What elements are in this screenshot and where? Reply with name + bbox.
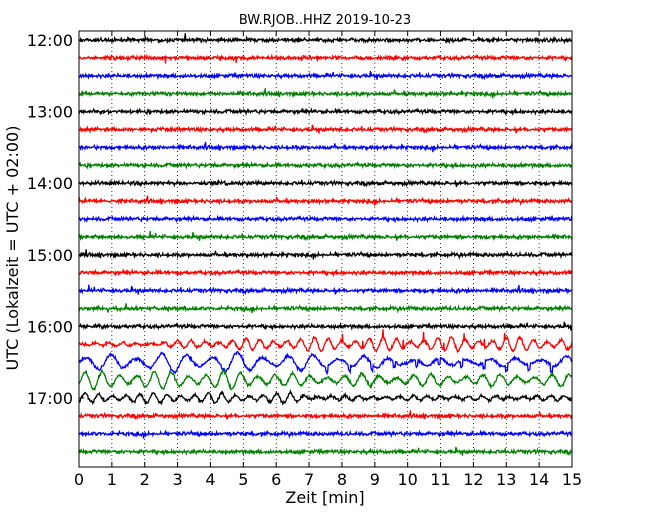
trace-1515 — [78, 268, 573, 278]
trace-1600 — [78, 321, 573, 332]
trace-1245 — [78, 88, 573, 99]
trace-1300 — [78, 107, 573, 117]
trace-1630 — [78, 351, 573, 376]
trace-1645 — [78, 368, 573, 391]
trace-1500 — [78, 249, 573, 261]
x-tick-label: 7 — [304, 470, 314, 489]
x-tick-label: 12 — [463, 470, 483, 489]
x-tick-label: 9 — [370, 470, 380, 489]
trace-1530 — [78, 284, 573, 296]
trace-1400 — [78, 178, 573, 188]
x-tick-label: 1 — [107, 470, 117, 489]
y-tick-label: 13:00 — [27, 103, 73, 122]
grid-lines — [111, 31, 540, 467]
y-tick-label: 12:00 — [27, 31, 73, 50]
trace-1345 — [78, 160, 573, 170]
trace-1215 — [78, 53, 573, 64]
x-tick-label: 10 — [397, 470, 417, 489]
x-tick-label: 8 — [337, 470, 347, 489]
x-tick-label: 3 — [173, 470, 183, 489]
y-tick-label: 17:00 — [27, 389, 73, 408]
x-tick-label: 15 — [562, 470, 582, 489]
traces — [78, 33, 573, 457]
trace-1230 — [78, 71, 573, 81]
x-tick-label: 4 — [205, 470, 215, 489]
trace-1430 — [78, 214, 573, 224]
y-tick-label: 15:00 — [27, 246, 73, 265]
y-tick-label: 16:00 — [27, 317, 73, 336]
trace-1445 — [78, 230, 573, 242]
x-tick-label: 2 — [140, 470, 150, 489]
y-axis-label: UTC (Lokalzeit = UTC + 02:00) — [3, 126, 22, 371]
x-tick-label: 13 — [496, 470, 516, 489]
x-tick-label: 14 — [529, 470, 549, 489]
trace-1730 — [78, 429, 573, 439]
trace-1545 — [78, 303, 573, 314]
trace-1315 — [79, 124, 573, 135]
trace-1715 — [78, 410, 573, 421]
y-tick-label: 14:00 — [27, 174, 73, 193]
axes: 0 1 2 3 4 5 6 7 8 9 10 11 12 13 14 1512:0013:0014:0015:… — [27, 30, 582, 489]
x-tick-label: 0 — [74, 470, 84, 489]
trace-1615 — [78, 329, 573, 354]
plot-frame — [78, 30, 573, 468]
trace-1200 — [78, 33, 573, 45]
x-tick-label: 11 — [430, 470, 450, 489]
trace-1700 — [78, 388, 573, 406]
chart-title: BW.RJOB..HHZ 2019-10-23 — [239, 13, 411, 28]
trace-1745 — [78, 446, 573, 457]
x-tick-label: 6 — [271, 470, 281, 489]
x-axis-label: Zeit [min] — [285, 488, 364, 507]
trace-1415 — [78, 195, 573, 207]
trace-1330 — [78, 141, 573, 153]
x-tick-label: 5 — [238, 470, 248, 489]
